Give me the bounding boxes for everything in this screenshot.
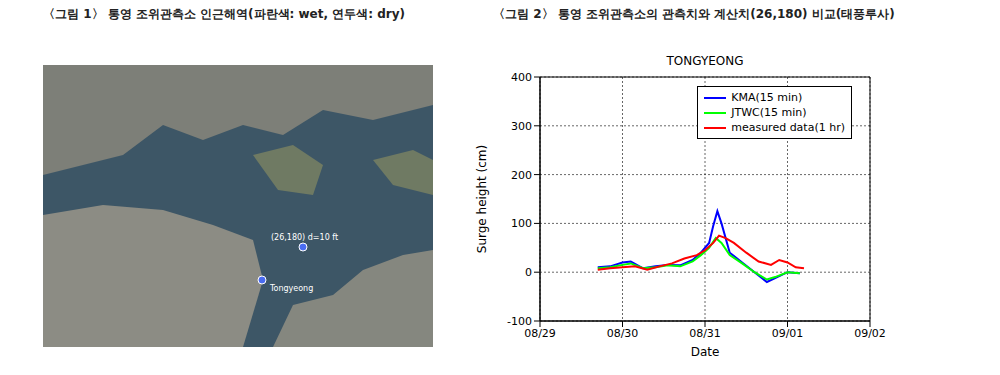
svg-text:09/01: 09/01 — [772, 327, 804, 340]
svg-text:Tongyeong: Tongyeong — [269, 284, 313, 293]
html-text:KMA(15 min): KMA(15 min) — [731, 91, 803, 104]
svg-text:300: 300 — [511, 120, 532, 133]
svg-text:08/30: 08/30 — [607, 327, 639, 340]
html-text:JTWC(15 min): JTWC(15 min) — [731, 106, 807, 119]
svg-text:-100: -100 — [507, 315, 532, 328]
svg-text:08/29: 08/29 — [524, 327, 556, 340]
svg-text:100: 100 — [511, 217, 532, 230]
svg-text:400: 400 — [511, 71, 532, 84]
svg-text:200: 200 — [511, 169, 532, 182]
html-text:measured data(1 hr): measured data(1 hr) — [731, 121, 845, 134]
svg-text:09/02: 09/02 — [854, 327, 886, 340]
svg-text:08/31: 08/31 — [689, 327, 721, 340]
html-text:TONGYEONG: TONGYEONG — [666, 54, 744, 68]
html-text:〈그림 2〉 통영 조위관측소의 관측치와 계산치(26,1: 〈그림 2〉 통영 조위관측소의 관측치와 계산치(26,180) 비교(태풍루… — [493, 7, 895, 21]
svg-text:Date: Date — [691, 345, 720, 359]
svg-text:0: 0 — [525, 266, 532, 279]
html-text:〈그림 1〉 통영 조위관측소 인근해역(파란색: wet,: 〈그림 1〉 통영 조위관측소 인근해역(파란색: wet, 연두색: dry) — [43, 7, 405, 21]
svg-text:(26,180) d=10 ft: (26,180) d=10 ft — [271, 233, 338, 242]
svg-text:Surge height (cm): Surge height (cm) — [475, 145, 489, 253]
